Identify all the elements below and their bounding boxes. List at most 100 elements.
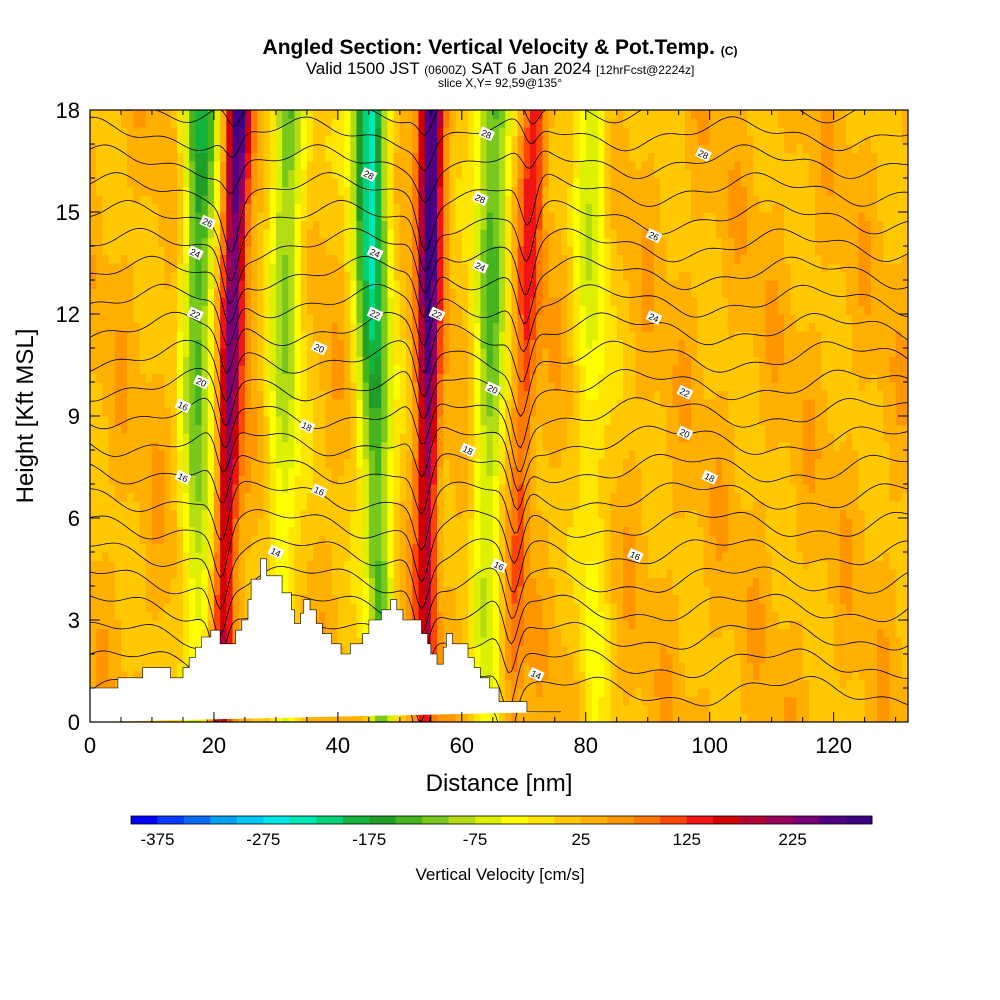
- w-cell: [207, 620, 215, 630]
- w-cell: [133, 577, 141, 587]
- w-cell: [610, 662, 618, 672]
- w-cell: [585, 569, 593, 579]
- w-cell: [499, 416, 506, 426]
- w-cell: [424, 501, 432, 511]
- w-cell: [344, 433, 351, 443]
- w-cell: [728, 475, 736, 485]
- w-cell: [536, 594, 543, 604]
- w-cell: [839, 586, 847, 596]
- w-cell: [523, 467, 531, 477]
- w-cell: [325, 407, 333, 417]
- w-cell: [151, 526, 159, 536]
- w-cell: [499, 475, 506, 485]
- w-cell: [474, 662, 482, 672]
- w-cell: [499, 620, 506, 630]
- w-cell: [182, 552, 190, 562]
- w-cell: [827, 594, 835, 604]
- w-cell: [715, 475, 723, 485]
- w-cell: [90, 637, 97, 647]
- w-cell: [709, 577, 717, 587]
- w-cell: [740, 458, 748, 468]
- w-cell: [393, 399, 401, 409]
- w-cell: [164, 560, 172, 570]
- w-cell: [567, 671, 574, 681]
- w-cell: [468, 407, 475, 417]
- w-cell: [275, 509, 283, 519]
- w-cell: [257, 501, 265, 511]
- w-cell: [96, 637, 103, 647]
- w-cell: [740, 679, 748, 689]
- w-cell: [610, 458, 618, 468]
- w-cell: [120, 671, 128, 681]
- w-cell: [790, 628, 798, 638]
- w-cell: [164, 492, 172, 502]
- w-cell: [901, 645, 908, 655]
- w-cell: [796, 577, 804, 587]
- w-cell: [480, 475, 488, 485]
- w-cell: [815, 543, 822, 553]
- w-cell: [523, 662, 531, 672]
- w-cell: [883, 637, 891, 647]
- w-cell: [300, 475, 308, 485]
- w-cell: [517, 407, 525, 417]
- w-cell: [492, 526, 500, 536]
- w-cell: [461, 407, 469, 417]
- w-cell: [567, 645, 574, 655]
- w-cell: [492, 611, 500, 621]
- w-cell: [684, 526, 692, 536]
- w-cell: [505, 603, 512, 613]
- w-cell: [678, 399, 686, 409]
- w-cell: [610, 518, 618, 528]
- w-cell: [635, 688, 643, 698]
- w-cell: [294, 526, 302, 536]
- w-cell: [523, 603, 531, 613]
- w-cell: [715, 399, 723, 409]
- w-cell: [375, 509, 382, 519]
- w-cell: [195, 501, 203, 511]
- w-cell: [560, 501, 568, 511]
- w-cell: [399, 603, 407, 613]
- w-cell: [753, 603, 760, 613]
- w-cell: [108, 501, 116, 511]
- w-cell: [653, 441, 661, 451]
- w-cell: [337, 560, 345, 570]
- w-cell: [368, 526, 376, 536]
- w-cell: [722, 450, 729, 460]
- w-cell: [201, 552, 209, 562]
- w-cell: [691, 492, 698, 502]
- w-cell: [629, 543, 636, 553]
- w-cell: [740, 535, 748, 545]
- w-cell: [461, 399, 469, 409]
- w-cell: [734, 475, 742, 485]
- w-cell: [275, 424, 283, 434]
- w-cell: [833, 594, 841, 604]
- w-cell: [715, 458, 723, 468]
- w-cell: [765, 696, 773, 706]
- w-cell: [691, 645, 698, 655]
- w-cell: [133, 645, 141, 655]
- w-cell: [790, 560, 798, 570]
- w-cell: [139, 543, 147, 553]
- w-cell: [858, 509, 866, 519]
- w-cell: [821, 713, 829, 722]
- w-cell: [145, 450, 153, 460]
- w-cell: [213, 560, 221, 570]
- w-cell: [858, 577, 866, 587]
- w-cell: [722, 535, 729, 545]
- w-cell: [269, 441, 277, 451]
- w-cell: [300, 518, 308, 528]
- w-cell: [399, 416, 407, 426]
- w-cell: [573, 535, 581, 545]
- w-cell: [746, 518, 754, 528]
- w-cell: [486, 433, 494, 443]
- w-cell: [263, 484, 271, 494]
- w-cell: [864, 688, 872, 698]
- w-cell: [127, 424, 134, 434]
- w-cell: [697, 518, 705, 528]
- w-cell: [381, 518, 389, 528]
- w-cell: [313, 450, 320, 460]
- w-cell: [827, 441, 835, 451]
- w-cell: [846, 560, 853, 570]
- w-cell: [201, 577, 209, 587]
- w-cell: [790, 654, 798, 664]
